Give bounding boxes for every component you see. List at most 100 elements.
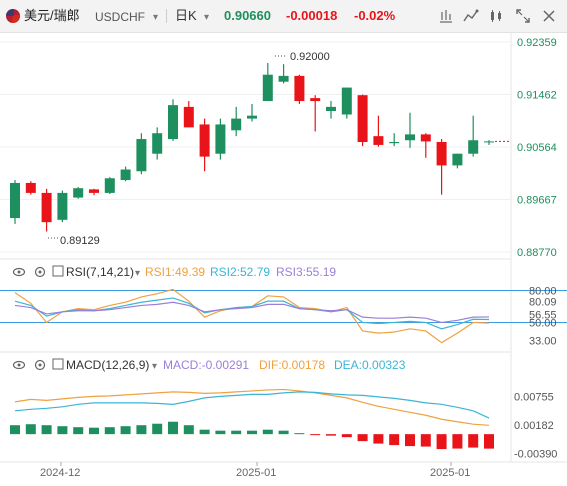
macd-value-legend: MACD:-0.00291 [163,358,249,372]
price-tick-label: 0.92359 [517,37,557,49]
current-price: 0.90660 [224,8,271,23]
candle[interactable] [231,118,242,131]
macd-eye-icon[interactable] [12,360,26,370]
rsi-label[interactable]: RSI(7,14,21) [66,265,134,279]
macd-tick-label: -0.00390 [514,449,557,461]
candle[interactable] [120,169,131,181]
candle[interactable] [373,136,384,145]
candle[interactable] [25,182,36,193]
candle[interactable] [262,74,273,102]
candle[interactable] [73,188,84,198]
macd-histogram-bar [57,426,68,435]
macd-histogram-bar [41,425,52,435]
rsi-series-rsi2 [14,297,490,330]
candle[interactable] [436,141,447,166]
high-annotation: 0.92000 [290,51,330,63]
macd-histogram-bar [357,434,368,442]
candle[interactable] [152,133,163,154]
time-label-2025-01-b: 2025-01 [430,467,470,479]
rsi-checkbox-icon[interactable] [52,265,64,277]
candle[interactable] [136,139,147,172]
macd-histogram-bar [468,434,479,448]
rsi-settings-icon[interactable] [34,266,46,278]
macd-label[interactable]: MACD(12,26,9) [66,358,149,372]
macd-histogram-bar [168,421,178,435]
dif-line [14,388,490,426]
rsi-tick-label: 80.00 [529,286,557,298]
macd-histogram-bar [262,429,273,435]
candle[interactable] [278,75,289,82]
candle[interactable] [183,106,194,128]
macd-histogram-bar [405,434,415,447]
rsi3-legend: RSI3:55.19 [276,265,336,279]
candle[interactable] [199,124,210,157]
price-pane[interactable]: 0.92359 0.91462 0.90564 0.89667 0.88770 0.92… [0,32,557,260]
candle[interactable] [326,106,336,111]
macd-histogram-bar [278,430,289,435]
macd-histogram-bar [89,427,99,435]
candle[interactable] [389,141,400,144]
macd-tick-label: 0.00182 [514,420,554,432]
dif-legend: DIF:0.00178 [259,358,325,372]
candle[interactable] [41,192,52,223]
rsi-pane[interactable]: RSI(7,14,21) ▾ RSI1:49.39 RSI2:52.79 RSI… [0,259,567,353]
chart-area[interactable]: 0.92359 0.91462 0.90564 0.89667 0.88770 0.92… [0,32,567,486]
rsi-series-rsi1 [14,288,490,344]
rsi-dropdown-caret[interactable]: ▾ [135,268,140,279]
macd-histogram-bar [120,426,131,435]
indicator-icon[interactable] [462,7,480,25]
macd-histogram-bar [436,434,447,450]
symbol-name[interactable]: 美元/瑞郎 [24,8,80,23]
macd-checkbox-icon[interactable] [52,358,64,370]
price-tick-label: 0.91462 [517,89,557,101]
macd-tick-label: 0.00755 [514,392,554,404]
macd-settings-icon[interactable] [34,359,46,371]
macd-histogram-bar [326,434,336,436]
candle[interactable] [452,153,463,166]
candle[interactable] [10,182,20,219]
candle[interactable] [57,192,68,220]
close-icon[interactable] [540,7,558,25]
low-annotation: 0.89129 [60,235,100,247]
candle[interactable] [405,134,415,141]
candle[interactable] [247,115,257,119]
macd-histogram-bar [373,434,384,444]
macd-histogram-bar [10,425,20,435]
macd-histogram-bar [310,434,321,436]
candle[interactable] [294,75,305,102]
symbol-code[interactable]: USDCHF [95,10,145,24]
chart-toolbar: 美元/瑞郎 USDCHF ▾ 日K ▾ 0.90660 -0.00018 -0.… [0,0,567,33]
candle[interactable] [215,124,226,154]
candle[interactable] [420,134,431,142]
fullscreen-icon[interactable] [514,7,532,25]
macd-dropdown-caret[interactable]: ▾ [152,361,157,372]
candle[interactable] [357,95,368,142]
candle[interactable] [89,189,99,193]
timeframe-caret[interactable]: ▾ [204,12,210,23]
macd-histogram-bar [25,424,36,435]
flag-icon [6,9,20,23]
macd-pane[interactable]: MACD(12,26,9) ▾ MACD:-0.00291 DIF:0.0017… [10,352,557,462]
rsi1-legend: RSI1:49.39 [145,265,205,279]
symbol-dropdown-caret[interactable]: ▾ [153,12,159,23]
drawing-icon[interactable] [487,7,505,25]
macd-histogram-bar [294,433,305,435]
candle[interactable] [104,178,115,193]
candle[interactable] [484,141,494,143]
price-tick-label: 0.88770 [517,247,557,259]
macd-histogram-bar [247,430,257,435]
time-label-2024-12: 2024-12 [40,467,80,479]
candle[interactable] [310,98,321,102]
rsi-tick-label: 80.09 [529,297,557,309]
rsi2-legend: RSI2:52.79 [210,265,270,279]
candle[interactable] [468,140,479,154]
timeframe-selector[interactable]: 日K [175,8,197,23]
price-change-pct: -0.02% [354,8,396,23]
candle[interactable] [341,87,352,115]
chart-type-icon[interactable] [437,7,455,25]
macd-histogram-bar [183,425,194,435]
macd-histogram-bar [389,434,400,446]
macd-histogram-bar [104,427,115,435]
rsi-eye-icon[interactable] [12,267,26,277]
candle[interactable] [168,105,178,140]
